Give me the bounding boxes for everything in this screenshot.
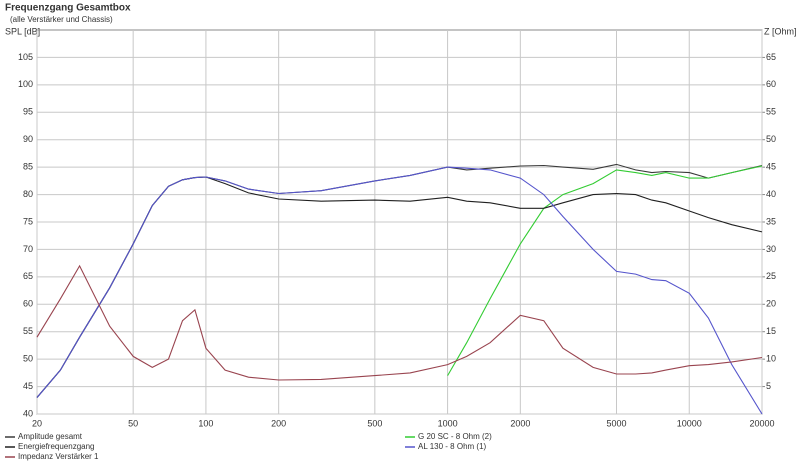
y2-tick-label: 15 <box>766 326 776 336</box>
y-tick-label: 95 <box>23 107 33 117</box>
x-tick-label: 50 <box>128 418 138 428</box>
y2-tick-label: 60 <box>766 79 776 89</box>
y2-tick-label: 40 <box>766 189 776 199</box>
x-tick-label: 20 <box>32 418 42 428</box>
y-tick-label: 45 <box>23 381 33 391</box>
y2-tick-label: 55 <box>766 107 776 117</box>
chart-title: Frequenzgang Gesamtbox <box>5 3 131 14</box>
y-tick-label: 40 <box>23 408 33 418</box>
y-tick-label: 80 <box>23 189 33 199</box>
series-line <box>447 165 763 376</box>
legend-label: Impedanz Verstärker 1 <box>18 452 99 461</box>
y2-tick-label: 45 <box>766 162 776 172</box>
x-tick-label: 2000 <box>510 418 530 428</box>
y-axis-label: SPL [dB] <box>5 26 40 36</box>
series-line <box>36 163 763 398</box>
y-tick-label: 100 <box>18 79 33 89</box>
y2-tick-label: 30 <box>766 244 776 254</box>
y2-tick-label: 35 <box>766 216 776 226</box>
series-line <box>36 264 763 381</box>
legend-label: Amplitude gesamt <box>18 432 83 441</box>
x-tick-label: 10000 <box>677 418 702 428</box>
x-tick-label: 5000 <box>606 418 626 428</box>
x-tick-label: 100 <box>198 418 213 428</box>
y-tick-label: 85 <box>23 162 33 172</box>
y2-tick-label: 25 <box>766 271 776 281</box>
legend-label: AL 130 - 8 Ohm (1) <box>418 442 487 451</box>
y2-tick-label: 50 <box>766 134 776 144</box>
legend-label: Energiefrequenzgang <box>18 442 95 451</box>
y2-tick-label: 20 <box>766 299 776 309</box>
y2-axis-label: Z [Ohm] <box>764 26 797 36</box>
y-tick-label: 90 <box>23 134 33 144</box>
y2-tick-label: 5 <box>766 381 771 391</box>
x-tick-label: 200 <box>271 418 286 428</box>
x-tick-label: 20000 <box>749 418 774 428</box>
x-tick-label: 1000 <box>438 418 458 428</box>
y2-tick-label: 10 <box>766 354 776 364</box>
chart-subtitle: (alle Verstärker und Chassis) <box>10 15 113 24</box>
y-tick-label: 55 <box>23 326 33 336</box>
y-tick-label: 70 <box>23 244 33 254</box>
y-tick-label: 65 <box>23 271 33 281</box>
y2-tick-label: 65 <box>766 52 776 62</box>
x-tick-label: 500 <box>367 418 382 428</box>
y-tick-label: 50 <box>23 354 33 364</box>
y-tick-label: 75 <box>23 216 33 226</box>
y-tick-label: 60 <box>23 299 33 309</box>
legend-label: G 20 SC - 8 Ohm (2) <box>418 432 492 441</box>
series-line <box>36 176 763 398</box>
series-line <box>36 166 763 415</box>
y-tick-label: 105 <box>18 52 33 62</box>
